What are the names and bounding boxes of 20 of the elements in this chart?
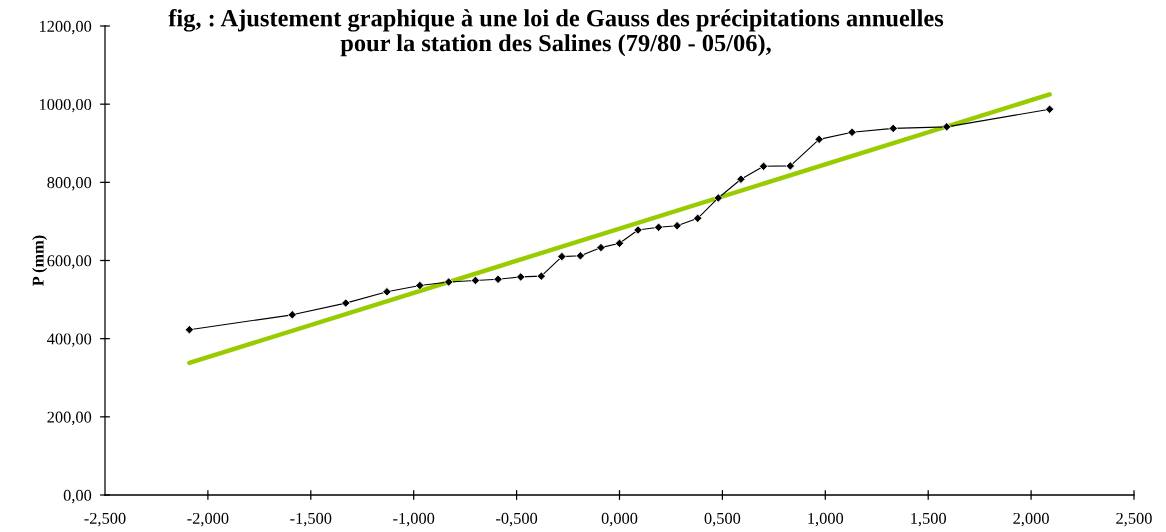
x-tick-label: 2,500: [1116, 512, 1152, 527]
x-tick-label: 0,000: [601, 512, 638, 527]
y-tick-label: 0,00: [63, 489, 92, 504]
y-tick-label: 400,00: [47, 333, 92, 347]
x-tick-label: 1,000: [808, 512, 844, 527]
y-tick-label: 800,00: [47, 177, 92, 191]
y-axis-title: P (mm): [32, 235, 47, 286]
y-tick-label: 1000,00: [39, 98, 92, 113]
x-tick-label: -1,500: [290, 512, 332, 527]
x-tick-label: 2,000: [1013, 512, 1049, 527]
y-tick-label: 600,00: [47, 255, 92, 269]
chart-title: fig, : Ajustement graphique à une loi de Gauss des précipitations annuelles pour la station des Salines (79/80 - 05/06),: [168, 9, 944, 57]
x-tick-label: -1,000: [393, 512, 435, 527]
x-tick-label: -2,000: [187, 512, 229, 527]
x-tick-label: -0,500: [496, 512, 538, 527]
x-tick-label: 1,500: [911, 512, 947, 527]
y-tick-label: 200,00: [47, 411, 92, 426]
y-tick-label: 1200,00: [39, 20, 92, 35]
x-tick-label: -2,500: [84, 512, 126, 527]
x-tick-label: 0,500: [704, 512, 741, 527]
